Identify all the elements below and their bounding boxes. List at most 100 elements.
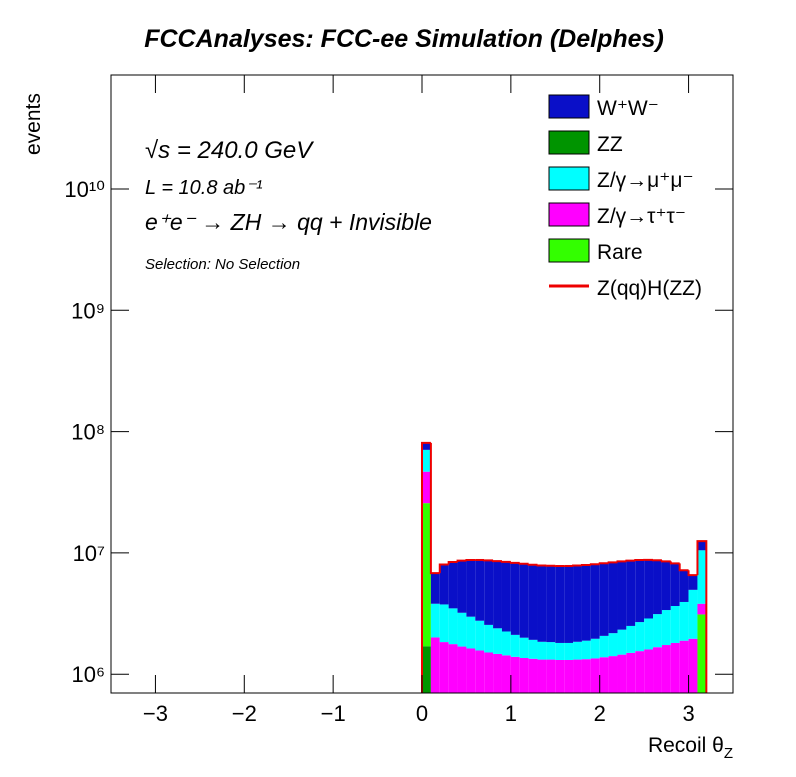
histogram-bar xyxy=(635,622,644,651)
histogram-bar xyxy=(555,566,564,643)
histogram-bar xyxy=(573,565,582,641)
histogram-bar xyxy=(697,550,706,603)
histogram-bar xyxy=(538,642,547,660)
x-tick-label: −1 xyxy=(321,701,346,726)
signal-line xyxy=(662,560,671,561)
histogram-bar xyxy=(475,650,484,693)
histogram-bar xyxy=(484,625,493,653)
histogram-bar xyxy=(493,654,502,693)
chart-title: FCCAnalyses: FCC-ee Simulation (Delphes) xyxy=(144,25,664,53)
annotation: e⁺e⁻ → ZH → qq + Invisible xyxy=(145,209,432,235)
histogram-bar xyxy=(449,608,458,644)
legend-label: ZZ xyxy=(597,133,623,156)
legend-swatch xyxy=(549,167,589,190)
histogram-bar xyxy=(520,638,529,658)
histogram-bar xyxy=(671,643,680,693)
histogram-bar xyxy=(475,560,484,621)
histogram-bar xyxy=(431,604,440,638)
histogram-bar xyxy=(431,573,440,604)
histogram-bar xyxy=(466,648,475,693)
annotation: Selection: No Selection xyxy=(145,256,300,273)
histogram-bar xyxy=(671,563,680,606)
histogram-bar xyxy=(582,565,591,641)
legend-label: Z/γ→μ⁺μ⁻ xyxy=(597,169,694,192)
histogram-bar xyxy=(493,628,502,654)
signal-line xyxy=(538,565,547,566)
histogram-bar xyxy=(609,633,618,656)
histogram-bar xyxy=(449,644,458,693)
signal-line xyxy=(626,561,635,562)
histogram-bar xyxy=(662,610,671,645)
histogram-bar xyxy=(600,636,609,657)
histogram-bar xyxy=(600,657,609,693)
x-tick-label: 1 xyxy=(505,701,517,726)
histogram-bar xyxy=(475,621,484,651)
legend-swatch xyxy=(549,95,589,118)
histogram-bar xyxy=(502,562,511,632)
histogram-bar xyxy=(617,561,626,629)
histogram-bar xyxy=(555,660,564,693)
histogram-bar xyxy=(538,660,547,693)
x-tick-label: 2 xyxy=(594,701,606,726)
histogram-bar xyxy=(591,564,600,638)
x-tick-label: 0 xyxy=(416,701,428,726)
histogram-bar xyxy=(582,641,591,660)
histogram-bar xyxy=(671,606,680,643)
signal-line xyxy=(466,560,475,561)
x-tick-label: 3 xyxy=(682,701,694,726)
legend-label: Z/γ→τ⁺τ⁻ xyxy=(597,205,686,228)
histogram-bar xyxy=(520,658,529,693)
histogram-bar xyxy=(484,560,493,624)
histogram-bar xyxy=(653,614,662,647)
histogram-bar xyxy=(564,660,573,693)
annotation: √s = 240.0 GeV xyxy=(145,137,314,164)
signal-line xyxy=(600,563,609,564)
histogram-bar xyxy=(529,659,538,693)
legend-label: W⁺W⁻ xyxy=(597,97,659,120)
signal-line xyxy=(502,561,511,562)
histogram-bar xyxy=(546,660,555,693)
y-tick-label: 10⁸ xyxy=(71,420,105,445)
signal-line xyxy=(493,560,502,561)
histogram-bar xyxy=(466,617,475,649)
histogram-bar xyxy=(609,656,618,693)
histogram-bar xyxy=(582,659,591,693)
x-tick-label: −3 xyxy=(143,701,168,726)
histogram-bar xyxy=(573,642,582,660)
legend-label: Z(qq)H(ZZ) xyxy=(597,277,702,300)
histogram-bar xyxy=(635,651,644,693)
histogram-bar xyxy=(502,631,511,655)
y-tick-label: 10⁶ xyxy=(71,662,105,687)
histogram-bar xyxy=(546,566,555,642)
histogram-bar xyxy=(653,647,662,693)
histogram-bar xyxy=(449,562,458,608)
histogram-bar xyxy=(626,653,635,693)
histogram-bar xyxy=(458,613,467,647)
histogram-bar xyxy=(422,443,431,450)
histogram-bar xyxy=(573,660,582,693)
legend-label: Rare xyxy=(597,241,643,264)
signal-line xyxy=(573,565,582,566)
x-axis-label-main: Recoil θ xyxy=(648,734,724,757)
histogram-bar xyxy=(466,560,475,617)
histogram-bar xyxy=(564,643,573,660)
histogram-bar xyxy=(484,652,493,693)
histogram-bar xyxy=(431,637,440,693)
annotation: L = 10.8 ab⁻¹ xyxy=(145,177,263,199)
histogram-bar xyxy=(511,635,520,657)
histogram-bar xyxy=(697,614,706,693)
histogram-bar xyxy=(689,575,698,590)
histogram-bar xyxy=(680,641,689,693)
histogram-bar xyxy=(458,647,467,693)
histogram-bar xyxy=(697,541,706,550)
histogram-bar xyxy=(591,639,600,659)
x-axis-label-sub: Z xyxy=(724,745,733,762)
histogram-bar xyxy=(546,642,555,659)
histogram-bar xyxy=(617,630,626,655)
histogram-bar xyxy=(653,560,662,614)
histogram-bar xyxy=(564,566,573,643)
histogram-bar xyxy=(644,649,653,693)
signal-line xyxy=(520,563,529,564)
histogram-bar xyxy=(511,657,520,693)
